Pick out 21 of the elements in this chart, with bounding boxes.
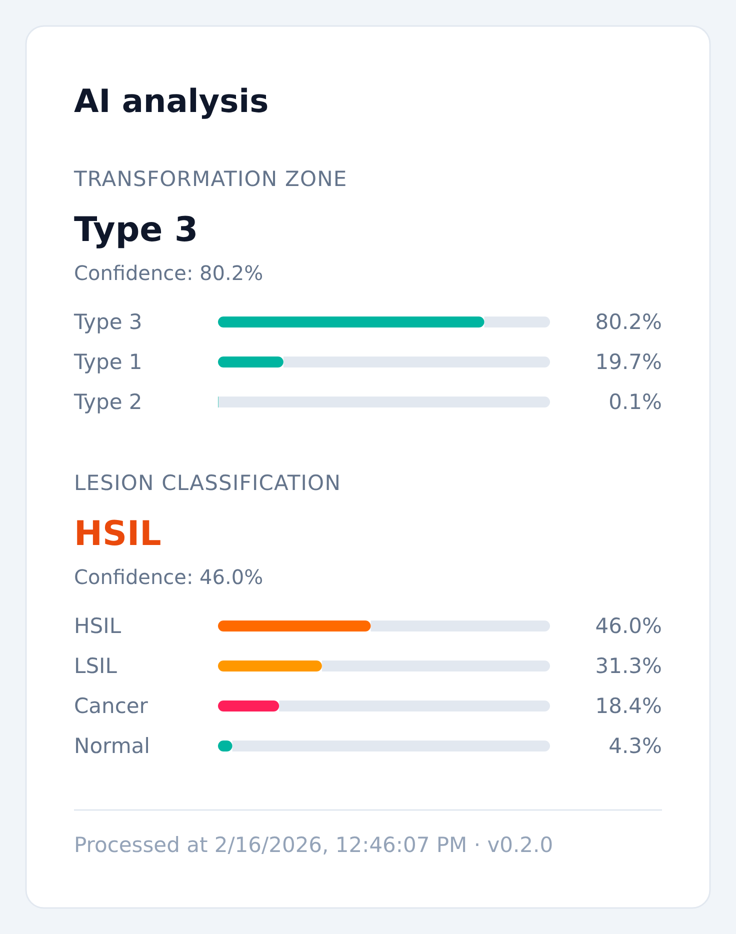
y-tick-label: LSIL <box>74 654 118 678</box>
text: AI analysis <box>74 82 269 120</box>
text: Processed at 2/16/2026, 12:46:07 PM · v0.2.0 <box>74 833 554 857</box>
y-tick-label: Type 1 <box>73 350 142 374</box>
y-tick-label: Normal <box>74 734 150 758</box>
data-label: 18.4% <box>595 694 662 718</box>
text: Confidence: 80.2% <box>74 261 264 285</box>
chart-title: LESION CLASSIFICATION <box>74 471 341 495</box>
y-tick-label: Cancer <box>74 694 148 718</box>
data-label: 46.0% <box>595 614 662 638</box>
data-label: 0.1% <box>608 390 662 414</box>
y-tick-label: Type 3 <box>73 310 142 334</box>
y-tick-label: HSIL <box>74 614 122 638</box>
y-tick-label: Type 2 <box>73 390 142 414</box>
chart-title: TRANSFORMATION ZONE <box>73 167 348 191</box>
bar <box>218 700 280 712</box>
data-label: 19.7% <box>595 350 662 374</box>
text: Confidence: 46.0% <box>74 565 264 589</box>
data-label: 31.3% <box>595 654 662 678</box>
data-label: 80.2% <box>595 310 662 334</box>
data-label: 4.3% <box>608 734 662 758</box>
